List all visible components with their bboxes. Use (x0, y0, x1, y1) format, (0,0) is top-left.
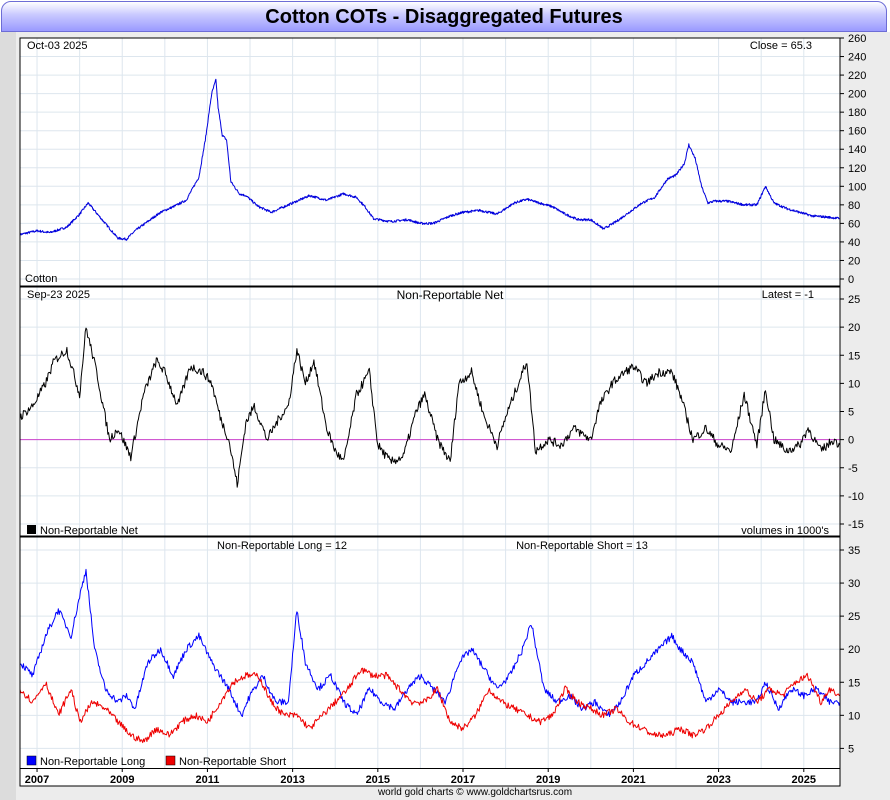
price-date-label: Oct-03 2025 (27, 40, 88, 52)
y-tick-label-net-20: 20 (848, 322, 860, 334)
y-tick-label-price-140: 140 (848, 144, 866, 156)
x-axis-strip (20, 768, 840, 786)
long-header-label: Non-Reportable Long = 12 (217, 540, 347, 552)
y-tick-label-price-100: 100 (848, 181, 866, 193)
left-margin (0, 32, 16, 800)
net-date-label: Sep-23 2025 (27, 289, 90, 301)
y-tick-label-price-180: 180 (848, 107, 866, 119)
x-tick-label-2019: 2019 (536, 774, 560, 786)
long-legend-label: Non-Reportable Long (40, 756, 145, 768)
y-tick-label-net--10: -10 (848, 491, 864, 503)
short-header-label: Non-Reportable Short = 13 (516, 540, 648, 552)
net-latest-label: Latest = -1 (762, 289, 814, 301)
net-legend-label: Non-Reportable Net (40, 525, 138, 537)
y-tick-label-positions-10: 10 (848, 710, 860, 722)
x-tick-label-2021: 2021 (621, 774, 645, 786)
grid-layer (20, 37, 840, 768)
positions-panel-background (20, 537, 840, 768)
y-tick-label-net-25: 25 (848, 294, 860, 306)
long-legend-swatch (26, 755, 37, 766)
y-tick-label-price-120: 120 (848, 163, 866, 175)
series-line-non-reportable-long (19, 568, 841, 718)
y-tick-label-price-40: 40 (848, 237, 860, 249)
price-close-label: Close = 65.3 (750, 40, 812, 52)
y-tick-label-price-80: 80 (848, 200, 860, 212)
y-tick-label-price-20: 20 (848, 255, 860, 267)
y-tick-label-positions-25: 25 (848, 611, 860, 623)
y-tick-label-net-0: 0 (848, 435, 854, 447)
axis-layer: 2007 2009 2011 2013 2015 2017 2019 2021 2023 2025… (25, 33, 867, 786)
y-tick-label-net-10: 10 (848, 378, 860, 390)
y-tick-label-positions-15: 15 (848, 677, 860, 689)
footer-credit: world gold charts © www.goldchartsrus.co… (377, 787, 572, 798)
series-layer (19, 78, 841, 744)
y-tick-label-price-0: 0 (848, 274, 854, 286)
y-tick-label-positions-5: 5 (848, 743, 854, 755)
x-tick-label-2011: 2011 (195, 774, 219, 786)
x-tick-label-2015: 2015 (366, 774, 390, 786)
y-tick-label-price-240: 240 (848, 52, 866, 64)
y-tick-label-price-220: 220 (848, 70, 866, 82)
net-units-label: volumes in 1000's (741, 525, 829, 537)
price-instrument-label: Cotton (25, 273, 57, 285)
y-tick-label-positions-35: 35 (848, 545, 860, 557)
x-tick-label-2023: 2023 (706, 774, 730, 786)
y-tick-label-positions-20: 20 (848, 644, 860, 656)
x-tick-label-2009: 2009 (110, 774, 134, 786)
short-legend-swatch (165, 755, 176, 766)
net-panel-title: Non-Reportable Net (397, 288, 504, 302)
net-legend-swatch (27, 525, 36, 534)
series-line-non-reportable-short (19, 667, 840, 744)
series-line-cotton-price (19, 78, 841, 241)
x-tick-label-2013: 2013 (280, 774, 304, 786)
short-legend-label: Non-Reportable Short (179, 756, 286, 768)
x-tick-label-2007: 2007 (25, 774, 49, 786)
chart-title: Cotton COTs - Disaggregated Futures (1, 1, 887, 32)
y-tick-label-price-200: 200 (848, 89, 866, 101)
x-tick-label-2017: 2017 (451, 774, 475, 786)
y-tick-label-price-260: 260 (848, 33, 866, 45)
y-tick-label-net--5: -5 (848, 463, 858, 475)
series-line-non-reportable-net (19, 327, 841, 488)
y-tick-label-price-160: 160 (848, 126, 866, 138)
y-tick-label-price-60: 60 (848, 218, 860, 230)
y-tick-label-net-5: 5 (848, 407, 854, 419)
y-tick-label-positions-30: 30 (848, 578, 860, 590)
price-panel-background (20, 38, 840, 286)
y-tick-label-net-15: 15 (848, 350, 860, 362)
y-tick-label-net--15: -15 (848, 519, 864, 531)
x-tick-label-2025: 2025 (792, 774, 816, 786)
